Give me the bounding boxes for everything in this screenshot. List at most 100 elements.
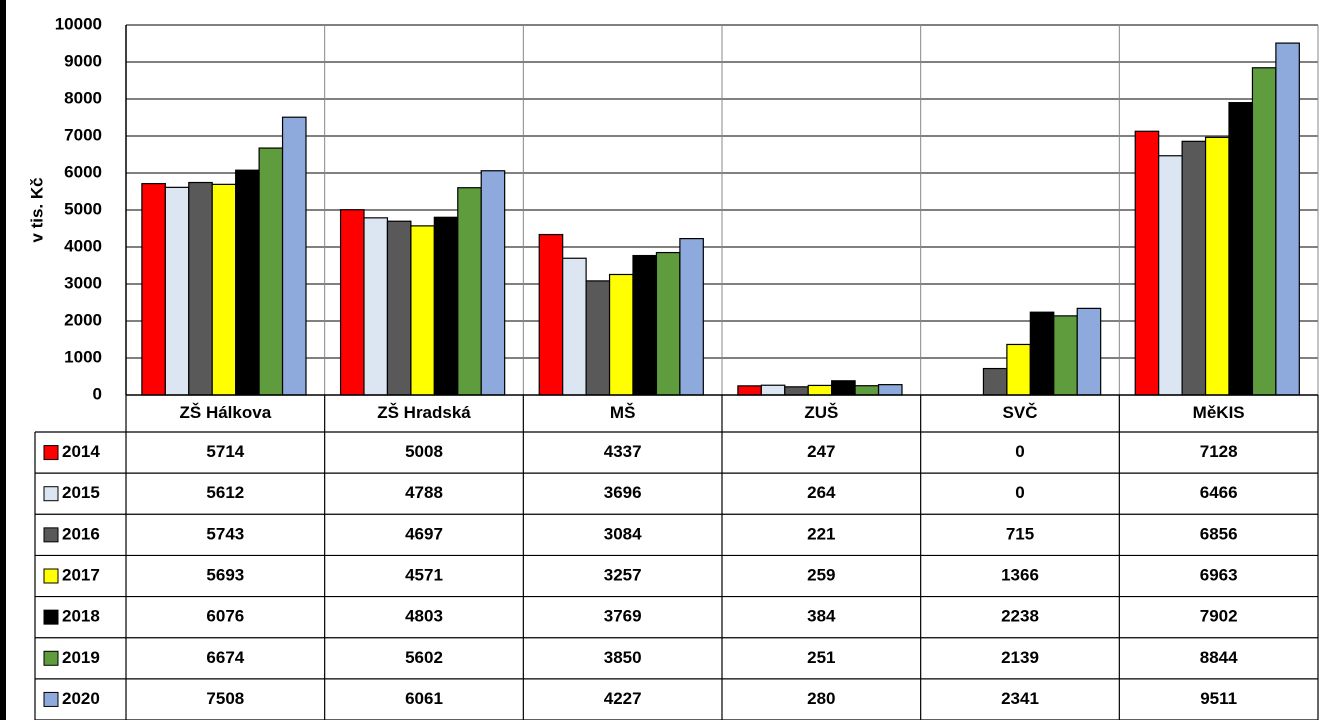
table-value: 3769: [604, 607, 642, 626]
y-tick-label: 3000: [64, 273, 102, 292]
bar: [457, 187, 482, 396]
bar: [281, 116, 307, 396]
bar: [538, 233, 564, 396]
bar: [211, 183, 237, 396]
y-tick-label: 9000: [64, 51, 102, 70]
table-value: 384: [807, 607, 836, 626]
table-value: 247: [807, 442, 835, 461]
legend-label: 2015: [62, 483, 100, 502]
table-value: 6674: [206, 648, 244, 667]
table-value: 6856: [1200, 524, 1238, 543]
table-value: 1366: [1001, 565, 1039, 584]
y-tick-label: 7000: [64, 125, 102, 144]
bar: [1053, 315, 1078, 396]
bar: [1134, 130, 1160, 396]
bar: [1006, 343, 1031, 396]
bar: [831, 380, 856, 396]
bar: [784, 386, 809, 396]
bar: [258, 147, 284, 396]
legend-label: 2018: [62, 607, 100, 626]
table-value: 3696: [604, 483, 642, 502]
table-value: 5714: [206, 442, 244, 461]
y-tick-label: 8000: [64, 88, 102, 107]
table-value: 4803: [405, 607, 443, 626]
table-value: 4337: [604, 442, 642, 461]
y-tick-label: 2000: [64, 310, 102, 329]
legend-key: [43, 691, 59, 707]
table-value: 7902: [1200, 607, 1238, 626]
table-value: 6061: [405, 689, 443, 708]
bar: [679, 238, 704, 396]
bar: [433, 216, 459, 396]
legend-label: 2019: [62, 648, 100, 667]
table-value: 0: [1015, 442, 1024, 461]
bar: [1275, 42, 1300, 396]
legend-label: 2020: [62, 689, 100, 708]
bar: [363, 217, 389, 396]
bar: [1251, 67, 1277, 396]
bar: [807, 384, 833, 396]
table-value: 5693: [206, 565, 244, 584]
table-value: 6466: [1200, 483, 1238, 502]
bar: [480, 170, 506, 396]
bar: [854, 385, 880, 396]
table-value: 5602: [405, 648, 443, 667]
bar: [339, 209, 365, 396]
x-tick-label: ZUŠ: [804, 403, 838, 422]
bar: [1076, 307, 1102, 396]
table-value: 3257: [604, 565, 642, 584]
bar: [1204, 136, 1230, 396]
bar: [1228, 102, 1254, 396]
table-value: 251: [807, 648, 835, 667]
y-tick-label: 6000: [64, 162, 102, 181]
table-value: 8844: [1200, 648, 1238, 667]
bar: [235, 169, 260, 396]
bar: [1181, 140, 1207, 396]
table-value: 259: [807, 565, 835, 584]
table-value: 7128: [1200, 442, 1238, 461]
table-value: 715: [1006, 524, 1034, 543]
bar: [562, 257, 587, 396]
table-value: 4227: [604, 689, 642, 708]
legend-key: [43, 527, 59, 543]
bar: [760, 384, 786, 396]
bar: [410, 225, 435, 396]
bar: [164, 186, 190, 396]
legend-key: [43, 486, 59, 502]
table-value: 7508: [206, 689, 244, 708]
bar: [585, 280, 611, 396]
table-value: 6076: [206, 607, 244, 626]
bar: [737, 385, 762, 396]
x-tick-label: SVČ: [1003, 403, 1038, 422]
table-value: 0: [1015, 483, 1024, 502]
table-value: 5612: [206, 483, 244, 502]
table-value: 3084: [604, 524, 642, 543]
y-axis-label: v tis. Kč: [27, 177, 46, 242]
table-value: 5743: [206, 524, 244, 543]
table-value: 3850: [604, 648, 642, 667]
table-value: 4571: [405, 565, 443, 584]
table-value: 4788: [405, 483, 443, 502]
table-value: 4697: [405, 524, 443, 543]
y-tick-label: 5000: [64, 199, 102, 218]
bar: [1029, 311, 1055, 396]
table-value: 2341: [1001, 689, 1039, 708]
table-value: 2139: [1001, 648, 1039, 667]
bar: [655, 251, 681, 396]
bar: [141, 182, 166, 396]
bar: [188, 181, 213, 396]
bar: [632, 254, 658, 396]
table-value: 264: [807, 483, 836, 502]
table-value: 280: [807, 689, 835, 708]
left-border: [0, 0, 6, 720]
x-tick-label: MŠ: [610, 403, 636, 422]
bar: [608, 273, 634, 396]
x-tick-label: MěKIS: [1193, 403, 1245, 422]
y-tick-label: 0: [93, 384, 102, 403]
x-tick-label: ZŠ Hradská: [377, 403, 471, 422]
bar: [386, 220, 412, 396]
legend-key: [43, 568, 59, 584]
table-value: 221: [807, 524, 835, 543]
y-tick-label: 4000: [64, 236, 102, 255]
